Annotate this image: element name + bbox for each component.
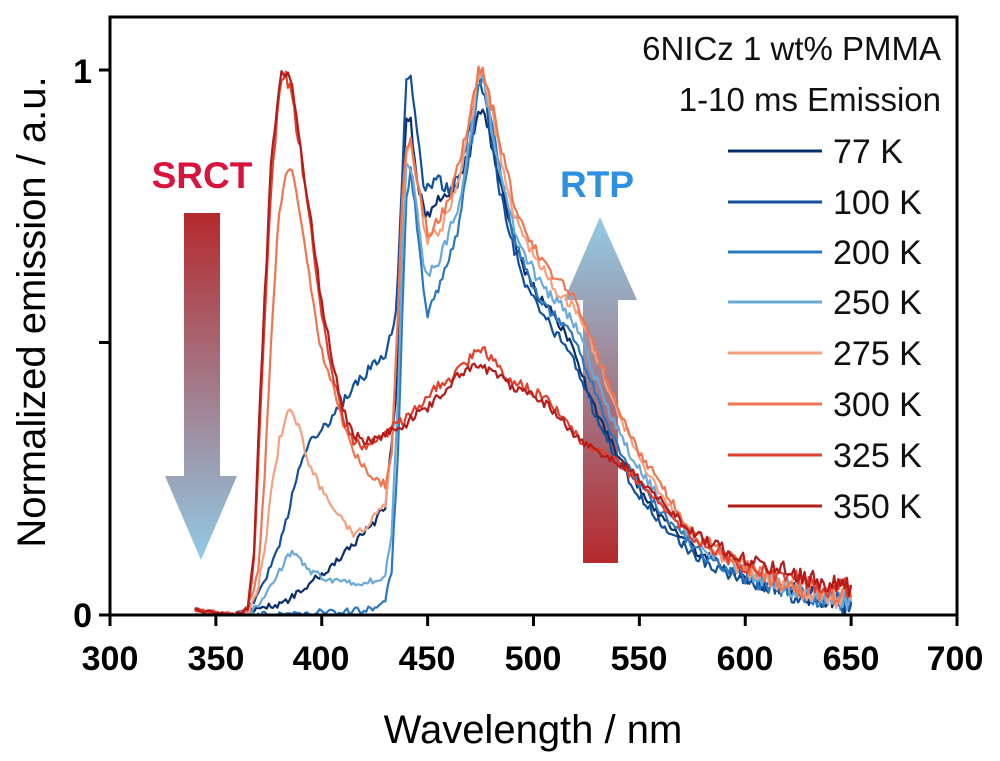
series-line-77k — [194, 108, 853, 615]
x-tick-label: 300 — [82, 640, 139, 678]
series-layer — [193, 65, 853, 615]
x-tick-label: 500 — [505, 640, 562, 678]
series-line-100k — [197, 73, 853, 615]
legend: 77 K 100 K 200 K 250 K 275 K 300 K 325 K… — [728, 133, 922, 526]
legend-label-275k: 275 K — [833, 335, 922, 373]
series-line-350k — [193, 69, 853, 615]
x-tick-label: 350 — [188, 640, 245, 678]
window-annotation: 1-10 ms Emission — [679, 81, 941, 118]
legend-label-200k: 200 K — [833, 234, 922, 272]
x-tick-labels: 300 350 400 450 500 550 600 650 700 — [82, 640, 984, 678]
sample-annotation: 6NICz 1 wt% PMMA — [642, 30, 941, 67]
x-axis-title: Wavelength / nm — [384, 708, 683, 752]
srct-label: SRCT — [152, 155, 253, 196]
legend-label-100k: 100 K — [833, 184, 922, 222]
series-line-325k — [194, 70, 852, 615]
legend-label-350k: 350 K — [833, 488, 922, 526]
legend-label-300k: 300 K — [833, 386, 922, 424]
y-axis-title: Normalized emission / a.u. — [10, 76, 54, 547]
x-tick-label: 400 — [293, 640, 350, 678]
legend-label-250k: 250 K — [833, 284, 922, 322]
series-line-275k — [196, 71, 853, 615]
x-tick-label: 650 — [823, 640, 880, 678]
series-line-300k — [194, 65, 853, 615]
tick-layer — [99, 68, 959, 626]
srct-arrow — [165, 213, 237, 560]
rtp-label: RTP — [560, 164, 634, 205]
x-tick-label: 600 — [717, 640, 774, 678]
legend-label-325k: 325 K — [833, 437, 922, 475]
x-tick-label: 450 — [399, 640, 456, 678]
series-line-250k — [194, 72, 852, 615]
y-tick-label: 1 — [73, 53, 92, 91]
x-tick-label: 700 — [927, 640, 984, 678]
legend-label-77k: 77 K — [833, 133, 903, 171]
y-tick-label: 0 — [73, 597, 92, 635]
series-line-200k — [194, 72, 853, 615]
x-tick-label: 550 — [611, 640, 668, 678]
